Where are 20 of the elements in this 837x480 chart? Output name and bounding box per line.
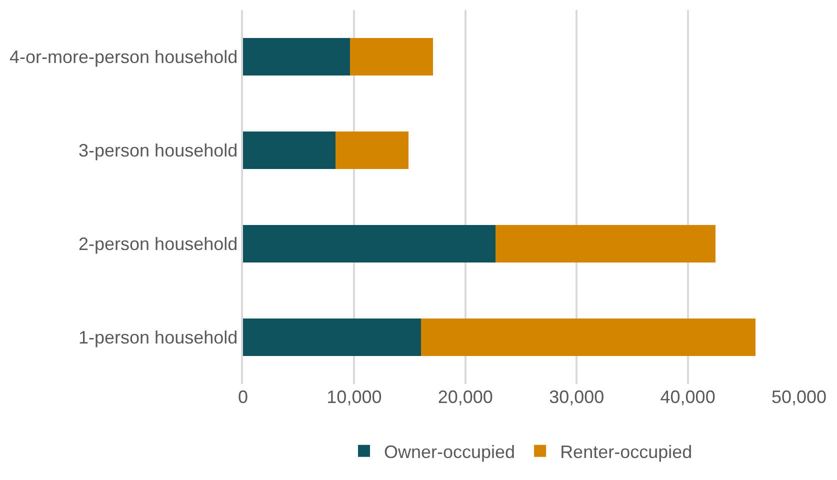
bar <box>350 38 434 76</box>
bar <box>335 132 409 169</box>
bar <box>243 132 336 169</box>
y-tick-label: 1-person household <box>78 328 238 348</box>
x-tick-label: 0 <box>238 387 248 407</box>
bar <box>495 225 716 262</box>
x-tick-label: 20,000 <box>438 387 493 407</box>
x-tick-label: 50,000 <box>771 387 827 407</box>
x-tick-label: 40,000 <box>660 387 716 407</box>
bar <box>243 318 421 356</box>
bar <box>243 225 496 262</box>
legend-label: Renter-occupied <box>560 442 692 462</box>
x-tick-label: 30,000 <box>549 387 604 407</box>
bar <box>420 318 756 356</box>
x-tick-label: 10,000 <box>326 387 382 407</box>
y-tick-label: 3-person household <box>78 140 238 161</box>
y-tick-label: 4-or-more-person household <box>10 47 238 68</box>
bar <box>243 38 350 76</box>
y-tick-label: 2-person household <box>78 234 238 254</box>
legend-label: Owner-occupied <box>384 442 516 462</box>
